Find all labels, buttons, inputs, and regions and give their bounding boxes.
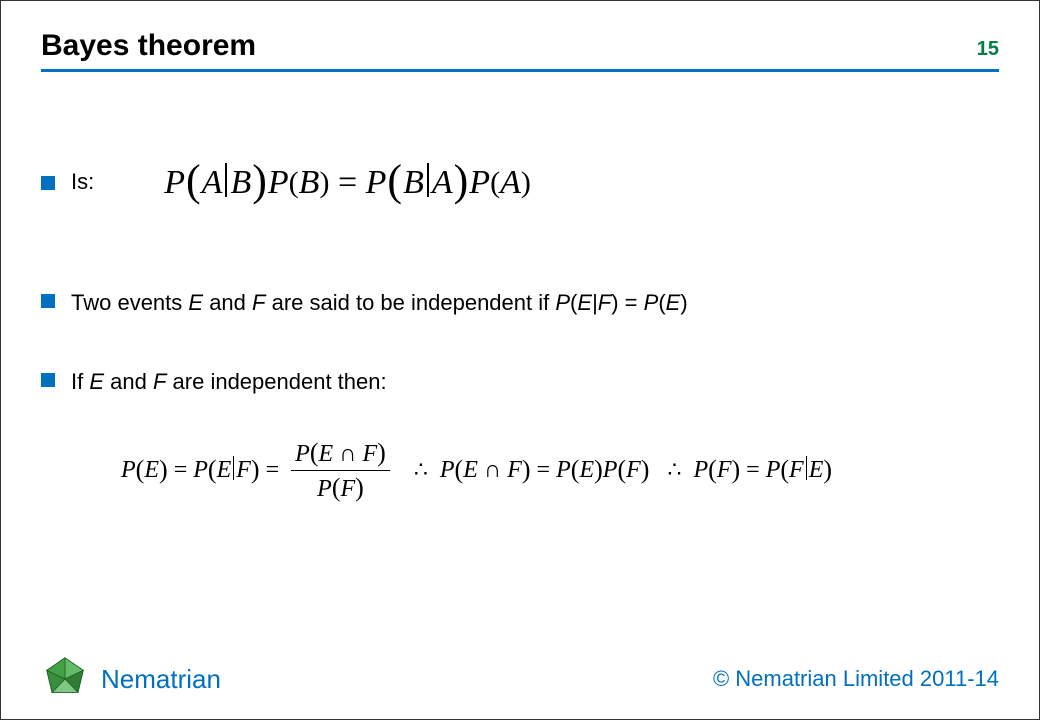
bullet-1: Is: P(AB)P(B) = P(BA)P(A) [41, 157, 999, 208]
bullet-icon [41, 373, 55, 387]
bullet-icon [41, 176, 55, 190]
bullet-3: If E and F are independent then: [41, 367, 999, 398]
copyright-text: © Nematrian Limited 2011-14 [713, 666, 999, 692]
brand-name: Nematrian [101, 664, 221, 695]
slide: Bayes theorem 15 Is: P(AB)P(B) = P(BA)P(… [1, 1, 1039, 719]
bullet-2-text: Two events E and F are said to be indepe… [71, 288, 688, 319]
bullet-1-label: Is: [71, 167, 94, 198]
footer: Nematrian © Nematrian Limited 2011-14 [1, 649, 1039, 719]
equation-2: P(E) = P(EF) = P(E ∩ F) P(F) ∴ P(E ∩ F) … [41, 438, 999, 503]
bullet-2: Two events E and F are said to be indepe… [41, 288, 999, 319]
equation-1: P(AB)P(B) = P(BA)P(A) [164, 157, 531, 208]
slide-content: Is: P(AB)P(B) = P(BA)P(A) Two events E a… [41, 72, 999, 503]
header-row: Bayes theorem 15 [41, 29, 999, 63]
brand: Nematrian [41, 655, 221, 703]
logo-icon [41, 655, 89, 703]
bullet-3-text: If E and F are independent then: [71, 367, 387, 398]
bullet-icon [41, 294, 55, 308]
slide-title: Bayes theorem [41, 29, 256, 63]
page-number: 15 [977, 38, 999, 61]
